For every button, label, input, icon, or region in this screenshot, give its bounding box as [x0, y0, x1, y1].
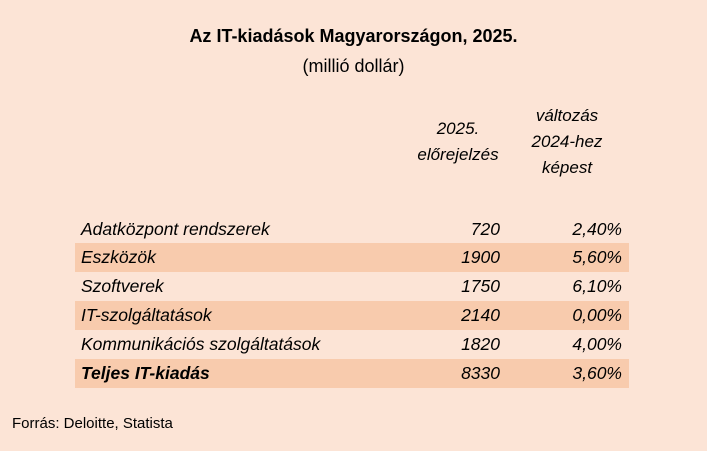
row-label: Szoftverek [81, 276, 164, 296]
row-value: 1820 [461, 334, 500, 354]
column-header-line: képest [541, 158, 593, 177]
column-header-change: változás 2024-hez képest [512, 103, 622, 181]
table-row-total: Teljes IT-kiadás 8330 3,60% [75, 359, 629, 388]
column-header-line: 2025. [436, 119, 480, 138]
row-change: 2,40% [572, 219, 622, 239]
row-label: Adatközpont rendszerek [81, 219, 270, 239]
column-header-forecast: 2025. előrejelzés [408, 116, 508, 168]
table-subtitle: (millió dollár) [302, 56, 405, 76]
row-change: 0,00% [572, 305, 622, 325]
table-row: Eszközök 1900 5,60% [75, 243, 629, 272]
column-header-line: előrejelzés [417, 145, 499, 164]
row-value: 1750 [461, 276, 500, 296]
table-row: Adatközpont rendszerek 720 2,40% [75, 215, 629, 244]
row-label: Eszközök [81, 247, 156, 267]
table-row: Szoftverek 1750 6,10% [75, 272, 629, 301]
row-change: 4,00% [572, 334, 622, 354]
row-label: Teljes IT-kiadás [81, 363, 210, 383]
row-label: Kommunikációs szolgáltatások [81, 334, 321, 354]
row-value: 8330 [461, 363, 500, 383]
source-note: Forrás: Deloitte, Statista [12, 415, 173, 432]
table-title: Az IT-kiadások Magyarországon, 2025. [189, 26, 518, 46]
table-row: IT-szolgáltatások 2140 0,00% [75, 301, 629, 330]
row-value: 720 [470, 219, 500, 239]
row-value: 2140 [461, 305, 500, 325]
row-label: IT-szolgáltatások [81, 305, 212, 325]
column-header-line: változás [535, 106, 599, 125]
column-header-line: 2024-hez [531, 132, 603, 151]
row-change: 5,60% [572, 247, 622, 267]
table-row: Kommunikációs szolgáltatások 1820 4,00% [75, 330, 629, 359]
row-value: 1900 [461, 247, 500, 267]
row-change: 6,10% [572, 276, 622, 296]
row-change: 3,60% [572, 363, 622, 383]
